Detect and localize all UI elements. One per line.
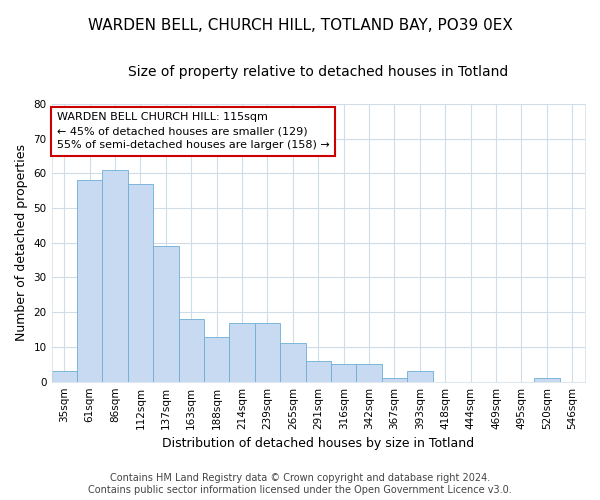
Bar (331, 364, 356, 382)
Bar (77, 180, 103, 382)
Bar (305, 361, 331, 382)
Bar (280, 344, 305, 382)
Bar (255, 322, 280, 382)
Bar (356, 364, 382, 382)
Y-axis label: Number of detached properties: Number of detached properties (15, 144, 28, 341)
Bar (103, 170, 128, 382)
Text: Contains HM Land Registry data © Crown copyright and database right 2024.
Contai: Contains HM Land Registry data © Crown c… (88, 474, 512, 495)
Bar (407, 372, 433, 382)
Bar (382, 378, 407, 382)
X-axis label: Distribution of detached houses by size in Totland: Distribution of detached houses by size … (162, 437, 475, 450)
Bar (153, 246, 179, 382)
Bar (534, 378, 560, 382)
Bar (229, 322, 255, 382)
Text: WARDEN BELL CHURCH HILL: 115sqm
← 45% of detached houses are smaller (129)
55% o: WARDEN BELL CHURCH HILL: 115sqm ← 45% of… (57, 112, 329, 150)
Bar (204, 336, 229, 382)
Text: WARDEN BELL, CHURCH HILL, TOTLAND BAY, PO39 0EX: WARDEN BELL, CHURCH HILL, TOTLAND BAY, P… (88, 18, 512, 32)
Bar (128, 184, 153, 382)
Title: Size of property relative to detached houses in Totland: Size of property relative to detached ho… (128, 65, 508, 79)
Bar (52, 372, 77, 382)
Bar (179, 319, 204, 382)
